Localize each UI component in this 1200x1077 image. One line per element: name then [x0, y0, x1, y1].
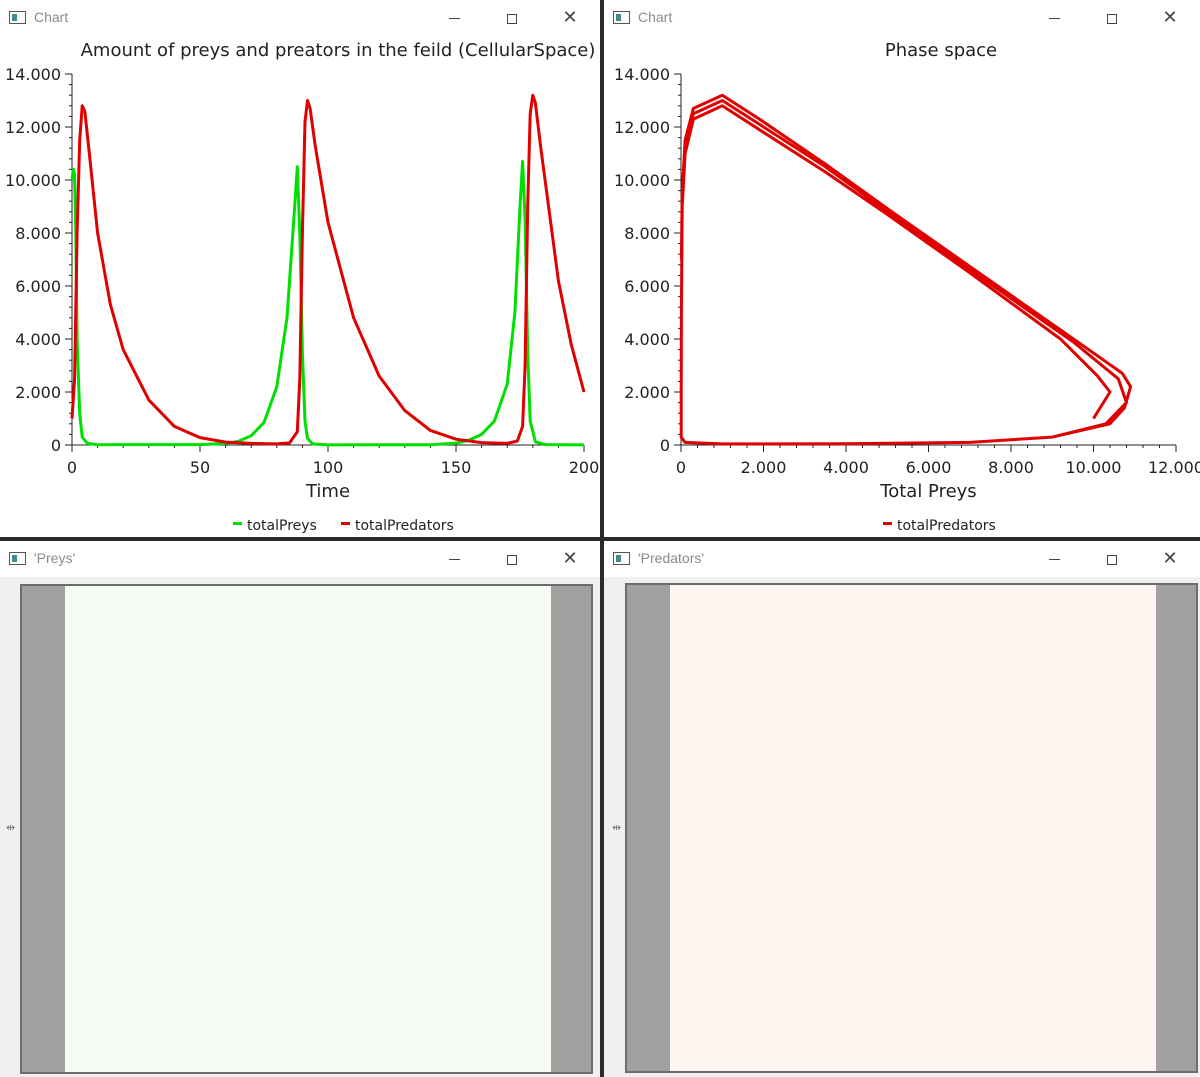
legend-entry: totalPreys	[247, 518, 317, 534]
window-title: 'Preys'	[34, 550, 76, 566]
app-window-icon	[9, 552, 26, 565]
y-tick-label: 4.000	[15, 330, 61, 349]
map-frame	[625, 583, 1198, 1073]
minimize-button[interactable]	[1034, 545, 1074, 573]
y-tick-label: 12.000	[5, 118, 61, 137]
app-window-icon	[9, 11, 26, 24]
close-icon: ✕	[562, 548, 578, 569]
close-button[interactable]: ✕	[550, 4, 590, 32]
y-tick-label: 2.000	[624, 383, 670, 402]
y-tick-label: 14.000	[5, 65, 61, 84]
x-tick-label: 12.000	[1148, 458, 1200, 477]
x-tick-label: 2.000	[741, 458, 787, 477]
app-window-icon	[613, 552, 630, 565]
y-tick-label: 8.000	[15, 224, 61, 243]
series-line-totalPredators	[679, 93, 1133, 446]
minimize-button[interactable]	[434, 545, 474, 573]
maximize-button[interactable]	[492, 545, 532, 573]
maximize-button[interactable]	[1092, 545, 1132, 573]
preys-map-window: 'Preys' ✕ ⇹	[0, 541, 600, 1077]
chart-window-phase-space: Chart ✕ Phase space 0 2.000 4.000 6.000 8.000…	[604, 0, 1200, 537]
title-bar[interactable]: 'Preys' ✕	[0, 541, 600, 577]
minimize-icon	[448, 18, 460, 19]
x-tick-label: 150	[441, 458, 472, 477]
legend-marker	[233, 522, 242, 525]
close-button[interactable]: ✕	[550, 545, 590, 573]
y-tick-label: 6.000	[624, 277, 670, 296]
window-title: 'Predators'	[638, 550, 705, 566]
x-tick-label: 4.000	[823, 458, 869, 477]
x-tick-label: 50	[190, 458, 210, 477]
y-tick-label: 14.000	[614, 65, 670, 84]
app-window-icon	[613, 11, 630, 24]
resize-handle-icon[interactable]: ⇹	[6, 821, 16, 834]
y-tick-label: 10.000	[5, 171, 61, 190]
x-tick-label: 0	[67, 458, 77, 477]
maximize-icon	[1107, 13, 1117, 24]
x-tick-label: 200	[569, 458, 600, 477]
title-bar[interactable]: Chart ✕	[0, 0, 600, 36]
minimize-icon	[1048, 559, 1060, 560]
maximize-icon	[1107, 554, 1117, 565]
x-axis-label: Total Preys	[879, 481, 976, 502]
time-series-chart: Amount of preys and preators in the feil…	[5, 40, 600, 534]
chart-title: Amount of preys and preators in the feil…	[81, 40, 596, 61]
y-tick-label: 0	[660, 436, 670, 455]
legend-marker	[883, 522, 892, 525]
minimize-button[interactable]	[434, 4, 474, 32]
window-title: Chart	[638, 9, 673, 25]
resize-handle-icon[interactable]: ⇹	[612, 821, 622, 834]
x-tick-label: 10.000	[1066, 458, 1122, 477]
legend-entry: totalPredators	[897, 518, 996, 534]
minimize-icon	[1048, 18, 1060, 19]
title-bar[interactable]: Chart ✕	[604, 0, 1200, 36]
close-icon: ✕	[562, 7, 578, 28]
legend-marker	[341, 522, 350, 525]
minimize-button[interactable]	[1034, 4, 1074, 32]
preys-cellular-space[interactable]	[65, 586, 551, 1072]
window-title: Chart	[34, 9, 69, 25]
close-icon: ✕	[1162, 548, 1178, 569]
maximize-button[interactable]	[1092, 4, 1132, 32]
predators-cellular-space[interactable]	[670, 585, 1156, 1071]
close-button[interactable]: ✕	[1150, 545, 1190, 573]
maximize-button[interactable]	[492, 4, 532, 32]
y-tick-label: 8.000	[624, 224, 670, 243]
predators-map-window: 'Predators' ✕ ⇹	[604, 541, 1200, 1077]
series-line-totalPreys	[70, 160, 585, 447]
y-tick-label: 2.000	[15, 383, 61, 402]
y-tick-label: 0	[51, 436, 61, 455]
map-frame	[20, 584, 593, 1074]
y-tick-label: 6.000	[15, 277, 61, 296]
y-tick-label: 4.000	[624, 330, 670, 349]
maximize-icon	[507, 13, 517, 24]
maximize-icon	[507, 554, 517, 565]
x-tick-label: 100	[313, 458, 344, 477]
phase-space-chart: Phase space 0 2.000 4.000 6.000 8.000 10.000 12…	[614, 40, 1200, 534]
y-tick-label: 10.000	[614, 171, 670, 190]
series-line-totalPredators	[70, 93, 586, 446]
minimize-icon	[448, 559, 460, 560]
chart-title: Phase space	[885, 40, 997, 61]
close-button[interactable]: ✕	[1150, 4, 1190, 32]
x-tick-label: 0	[676, 458, 686, 477]
x-axis-label: Time	[305, 481, 350, 502]
x-tick-label: 8.000	[988, 458, 1034, 477]
close-icon: ✕	[1162, 7, 1178, 28]
legend-entry: totalPredators	[355, 518, 454, 534]
title-bar[interactable]: 'Predators' ✕	[604, 541, 1200, 577]
y-tick-label: 12.000	[614, 118, 670, 137]
chart-window-time-series: Chart ✕ Amount of preys and preators in …	[0, 0, 600, 537]
x-tick-label: 6.000	[906, 458, 952, 477]
